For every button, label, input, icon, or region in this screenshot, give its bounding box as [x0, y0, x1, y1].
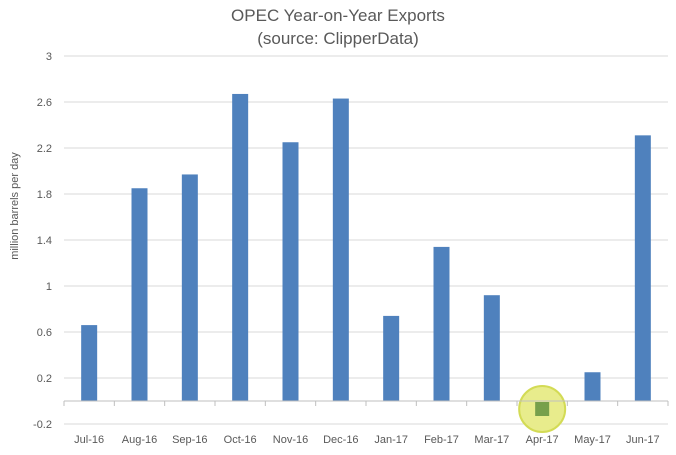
bar: [332, 98, 349, 402]
bar: [282, 142, 299, 401]
bar: [131, 188, 148, 401]
x-tick-label: Aug-16: [122, 434, 157, 446]
x-tick-label: Jan-17: [374, 434, 408, 446]
y-axis-label: million barrels per day: [9, 152, 21, 260]
x-tick-label: Feb-17: [424, 434, 459, 446]
bar: [181, 174, 198, 401]
x-tick-label: Apr-17: [526, 434, 559, 446]
y-tick-label: 1.8: [37, 189, 52, 201]
highlight-marker-group: [518, 385, 567, 433]
gridlines: [64, 55, 668, 425]
y-tick-label: 2.6: [37, 97, 52, 109]
bars: [81, 93, 651, 402]
x-axis: [63, 400, 669, 406]
x-tick-label: May-17: [574, 434, 611, 446]
y-tick-label: 1: [46, 281, 52, 293]
x-tick-label: Dec-16: [323, 434, 358, 446]
chart-subtitle: (source: ClipperData): [257, 29, 419, 48]
bar: [433, 246, 450, 401]
x-axis-ticks: Jul-16 Aug-16 Sep-16 Oct-16 Nov-16 Dec-16 Jan-…: [74, 434, 659, 446]
bar: [383, 315, 400, 401]
y-axis-ticks: -0.2 0.2 0.6 1 1.4 1.8 2.2 2.6 3: [33, 51, 52, 431]
x-tick-label: Sep-16: [172, 434, 207, 446]
x-tick-label: Oct-16: [224, 434, 257, 446]
y-tick-label: 0.6: [37, 327, 52, 339]
y-tick-label: 2.2: [37, 143, 52, 155]
y-tick-label: -0.2: [33, 419, 52, 431]
x-tick-label: Mar-17: [474, 434, 509, 446]
bar: [232, 93, 249, 401]
chart-title: OPEC Year-on-Year Exports: [231, 6, 445, 25]
bar: [483, 295, 500, 401]
highlight-marker: [535, 402, 550, 416]
x-tick-label: Jun-17: [626, 434, 660, 446]
bar: [81, 325, 98, 401]
x-tick-label: Nov-16: [273, 434, 308, 446]
bar: [634, 135, 651, 401]
bar: [584, 372, 601, 401]
x-tick-label: Jul-16: [74, 434, 104, 446]
y-tick-label: 1.4: [37, 235, 52, 247]
y-tick-label: 3: [46, 51, 52, 63]
y-tick-label: 0.2: [37, 373, 52, 385]
